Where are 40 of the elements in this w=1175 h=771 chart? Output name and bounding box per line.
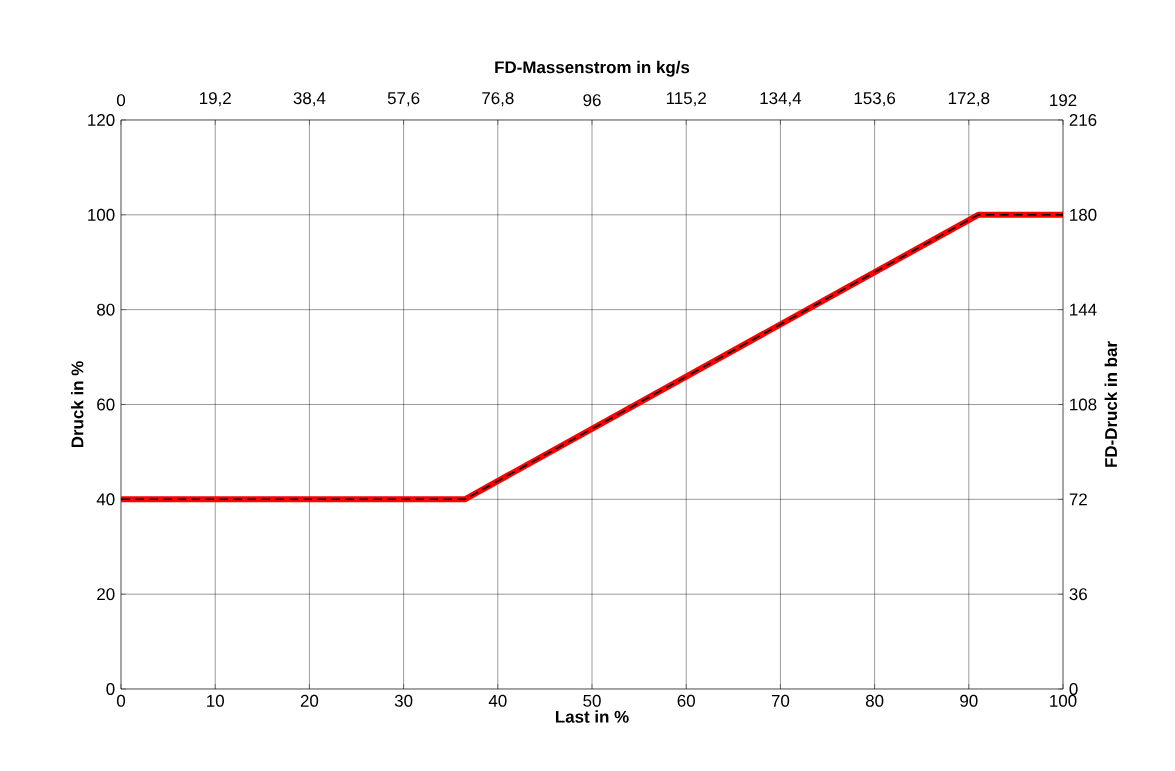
x-tick-label: 80 bbox=[865, 694, 884, 707]
y2-tick-label: 144 bbox=[1070, 303, 1097, 316]
y-tick-label: 80 bbox=[97, 303, 115, 316]
x2-tick-label: 172,8 bbox=[948, 92, 990, 107]
y-tick-label: 100 bbox=[88, 208, 115, 221]
y-tick-label: 20 bbox=[97, 588, 115, 601]
x-tick-label: 30 bbox=[394, 694, 413, 707]
y2-axis-title: FD-Druck in bar bbox=[1104, 341, 1118, 467]
y-tick-label: 0 bbox=[106, 682, 115, 695]
x2-tick-label: 38,4 bbox=[293, 92, 326, 107]
y-axis-title: Druck in % bbox=[70, 361, 84, 448]
y2-tick-label: 0 bbox=[1069, 682, 1078, 695]
x2-tick-label: 96 bbox=[583, 94, 601, 107]
x-tick-label: 60 bbox=[677, 694, 695, 707]
y2-tick-label: 108 bbox=[1070, 398, 1097, 411]
x2-axis-title: FD-Massenstrom in kg/s bbox=[495, 60, 690, 77]
y-tick-label: 40 bbox=[96, 493, 115, 506]
y2-tick-label: 180 bbox=[1070, 208, 1097, 221]
x-tick-label: 70 bbox=[771, 694, 790, 707]
x2-tick-label: 19,2 bbox=[200, 92, 231, 107]
x2-tick-label: 134,4 bbox=[760, 92, 802, 107]
x2-tick-label: 192 bbox=[1050, 94, 1077, 107]
x2-tick-label: 153,6 bbox=[854, 92, 896, 107]
x-axis-title: Last in % bbox=[555, 710, 629, 723]
x-tick-label: 10 bbox=[207, 694, 224, 707]
y2-tick-label: 216 bbox=[1069, 113, 1097, 126]
x2-tick-label: 57,6 bbox=[387, 92, 420, 107]
x2-tick-label: 115,2 bbox=[666, 92, 706, 107]
x-tick-label: 0 bbox=[116, 694, 126, 707]
y-tick-label: 60 bbox=[97, 398, 115, 411]
x-tick-label: 50 bbox=[583, 694, 601, 707]
x-tick-label: 40 bbox=[488, 694, 507, 707]
y2-tick-label: 72 bbox=[1069, 493, 1087, 506]
y-tick-label: 120 bbox=[88, 113, 115, 126]
x2-tick-label: 76,8 bbox=[482, 92, 514, 107]
x-tick-label: 100 bbox=[1050, 694, 1077, 707]
x-tick-label: 20 bbox=[300, 694, 319, 707]
x-tick-label: 90 bbox=[960, 694, 978, 707]
y2-tick-label: 36 bbox=[1069, 588, 1087, 601]
x2-tick-label: 0 bbox=[116, 94, 126, 107]
